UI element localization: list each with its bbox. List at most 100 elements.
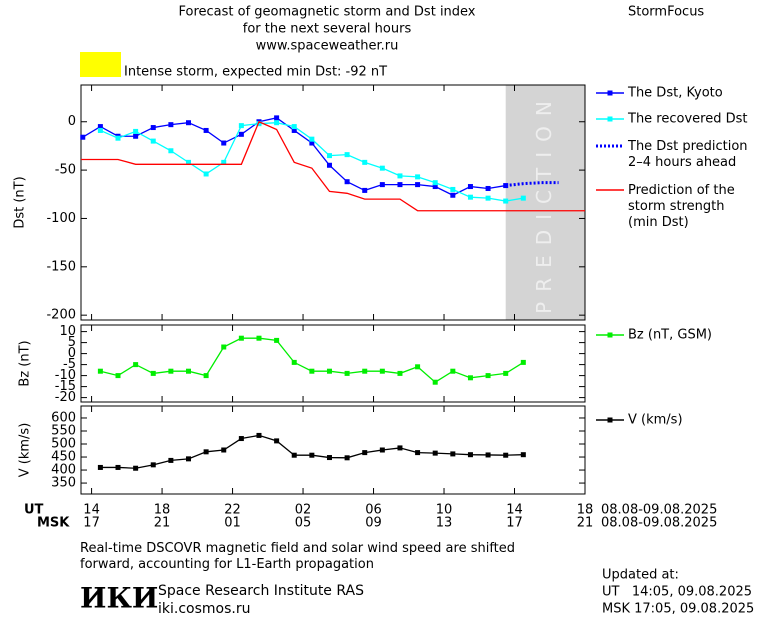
- data-point: [362, 159, 368, 165]
- alert: Intense storm, expected min Dst: -92 nT: [124, 65, 387, 80]
- legend-entry: The Dst prediction 2–4 hours ahead: [627, 139, 748, 170]
- data-point: [362, 368, 368, 374]
- data-point: [150, 370, 156, 376]
- prediction-label: PREDICTION: [532, 91, 556, 314]
- y-tick-label: 10: [59, 324, 76, 339]
- y-tick-label: 400: [51, 463, 76, 478]
- y-tick-label: 0: [68, 346, 76, 361]
- data-point: [185, 159, 191, 165]
- data-point: [467, 184, 473, 190]
- msk-tick-label: 17: [506, 516, 523, 531]
- data-point: [503, 198, 509, 204]
- data-point: [485, 452, 491, 458]
- data-point: [397, 370, 403, 376]
- data-point: [503, 452, 509, 458]
- data-point: [221, 447, 227, 453]
- data-point: [274, 120, 280, 126]
- data-point: [115, 135, 121, 141]
- data-point: [309, 136, 315, 142]
- data-point: [432, 379, 438, 385]
- data-point: [450, 451, 456, 457]
- data-point: [97, 127, 103, 133]
- data-point: [397, 445, 403, 451]
- data-point: [485, 373, 491, 379]
- data-point: [467, 375, 473, 381]
- data-point: [203, 449, 209, 455]
- data-point: [238, 436, 244, 442]
- data-point: [256, 335, 262, 341]
- data-point: [168, 122, 174, 128]
- legend-entry: Bz (nT, GSM): [628, 328, 712, 343]
- y-tick-label: 500: [51, 437, 76, 452]
- panel-frame: [80, 405, 586, 495]
- data-point: [379, 182, 385, 188]
- data-point: [168, 148, 174, 154]
- data-point: [326, 162, 332, 168]
- data-point: [326, 153, 332, 159]
- data-point: [238, 131, 244, 137]
- data-point: [326, 455, 332, 461]
- data-point: [520, 452, 526, 458]
- data-point: [520, 195, 526, 201]
- y-tick-label: -5: [63, 357, 76, 372]
- data-point: [133, 362, 139, 368]
- data-point: [485, 185, 491, 191]
- x-tick-label: 18: [154, 503, 171, 518]
- title: for the next several hours: [243, 22, 412, 37]
- title: Forecast of geomagnetic storm and Dst in…: [178, 5, 475, 20]
- msk-tick-label: 05: [295, 516, 312, 531]
- data-point: [185, 120, 191, 126]
- data-point: [238, 123, 244, 129]
- y-tick-label: -150: [46, 259, 76, 274]
- data-point: [291, 124, 297, 130]
- y-tick-label: 350: [51, 476, 76, 491]
- data-point: [185, 368, 191, 374]
- y-tick-label: -50: [55, 163, 76, 178]
- data-point: [450, 192, 456, 198]
- x-tick-label: 06: [365, 503, 382, 518]
- data-point: [520, 359, 526, 365]
- msk-tick-label: 17: [83, 516, 100, 531]
- data-point: [203, 171, 209, 177]
- y-tick-label: 450: [51, 450, 76, 465]
- data-point: [185, 456, 191, 462]
- y-tick-label: 0: [68, 114, 76, 129]
- updated-ut: UT 14:05, 09.08.2025: [602, 585, 752, 600]
- data-point: [221, 344, 227, 350]
- data-point: [432, 180, 438, 186]
- data-point: [344, 455, 350, 461]
- data-point: [344, 152, 350, 158]
- data-point: [238, 335, 244, 341]
- data-point: [467, 452, 473, 458]
- data-point: [432, 184, 438, 190]
- data-point: [344, 370, 350, 376]
- data-point: [291, 359, 297, 365]
- data-point: [150, 462, 156, 468]
- data-point: [326, 368, 332, 374]
- data-point: [274, 438, 280, 444]
- legend-entry: The recovered Dst: [627, 112, 747, 127]
- msk-tick-label: 21: [577, 516, 594, 531]
- msk-tick-label: 21: [154, 516, 171, 531]
- x-tick-label: 02: [295, 503, 312, 518]
- data-point: [97, 464, 103, 470]
- data-point: [450, 186, 456, 192]
- y-tick-label: 600: [51, 410, 76, 425]
- legend-entry: V (km/s): [628, 413, 683, 428]
- data-point: [221, 159, 227, 165]
- x-tick-label: 14: [506, 503, 523, 518]
- data-point: [415, 450, 421, 456]
- data-point: [133, 128, 139, 134]
- y-tick-label: 550: [51, 423, 76, 438]
- x-range-label: 08.08-09.08.2025: [601, 503, 717, 518]
- series-line: [81, 120, 585, 212]
- y-tick-label: -10: [55, 368, 76, 383]
- data-point: [168, 457, 174, 463]
- data-point: [485, 195, 491, 201]
- data-point: [115, 464, 121, 470]
- institute: Space Research Institute RAS: [158, 583, 364, 599]
- brand: StormFocus: [628, 5, 704, 20]
- data-point: [379, 447, 385, 453]
- legend-marker: [607, 417, 613, 423]
- data-point: [397, 173, 403, 179]
